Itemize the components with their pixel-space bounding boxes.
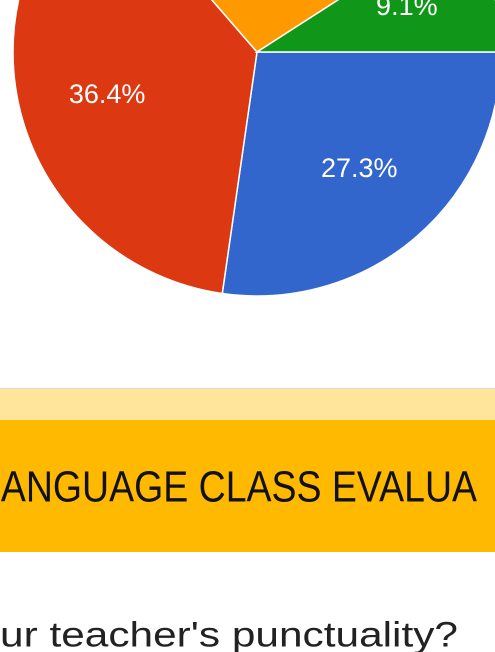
section-title: LANGUAGE CLASS EVALUA: [0, 463, 478, 512]
slice-label: 9.1%: [376, 0, 438, 21]
pie-chart: 27.3% 36.4% 9.1%: [12, 0, 495, 297]
section-header: [0, 420, 495, 552]
question-text: ur teacher's punctuality?: [0, 615, 458, 652]
slice-label: 27.3%: [321, 153, 398, 183]
section-header-light: [0, 388, 495, 420]
pie-slice: [12, 0, 258, 295]
slice-label: 36.4%: [69, 79, 146, 109]
pie-slice: [254, 0, 495, 53]
pie-slice: [210, 0, 340, 53]
pie-slice: [221, 51, 495, 297]
